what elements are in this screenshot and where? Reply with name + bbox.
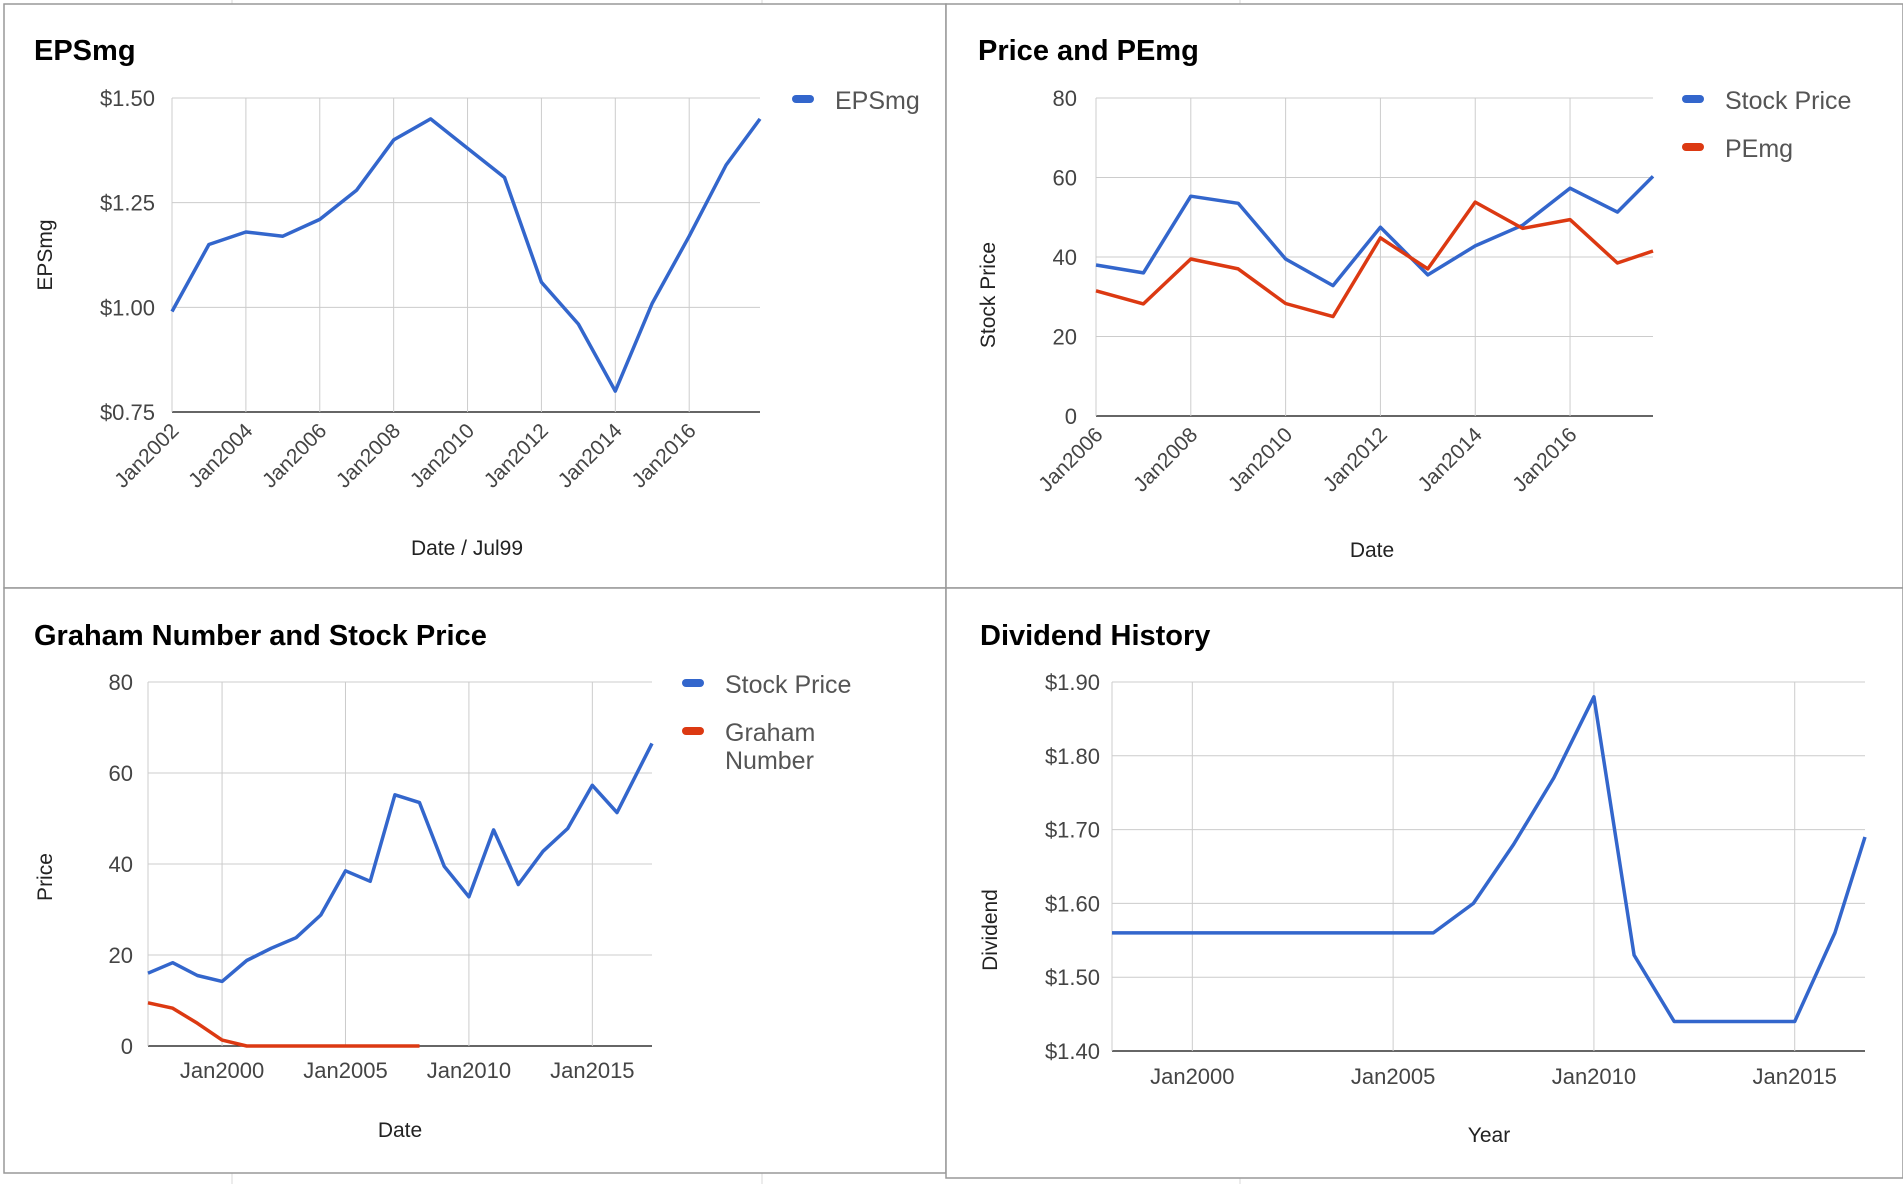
legend-label: Stock Price bbox=[725, 671, 851, 699]
chart-panel-frame bbox=[945, 3, 1903, 589]
y-tick-label: 20 bbox=[109, 943, 133, 968]
y-tick-label: $1.25 bbox=[100, 191, 155, 216]
legend-item[interactable]: Stock Price bbox=[682, 671, 851, 699]
series-line-graham-number bbox=[147, 1001, 420, 1048]
y-tick-label: $1.90 bbox=[1045, 670, 1100, 695]
y-tick-label: $1.70 bbox=[1045, 818, 1100, 843]
x-tick-label: Jan2000 bbox=[1150, 1064, 1234, 1089]
y-tick-label: 0 bbox=[1065, 404, 1077, 429]
x-axis-title: Year bbox=[1468, 1124, 1510, 1147]
x-tick-label: Jan2015 bbox=[550, 1058, 634, 1083]
y-tick-label: 60 bbox=[1053, 166, 1077, 191]
y-tick-label: $1.50 bbox=[1045, 965, 1100, 990]
x-tick-label: Jan2010 bbox=[427, 1058, 511, 1083]
y-tick-label: 40 bbox=[1053, 245, 1077, 270]
x-axis-title: Date / Jul99 bbox=[411, 537, 523, 560]
chart-title: Dividend History bbox=[980, 620, 1210, 652]
legend-label: Graham bbox=[725, 719, 815, 747]
chart-panel-dividend: Dividend History $1.40 $1.50 $1.60 $1.70 $1.8… bbox=[945, 587, 1903, 1179]
chart-title: Graham Number and Stock Price bbox=[34, 620, 487, 652]
y-tick-label: $1.60 bbox=[1045, 891, 1100, 916]
y-axis-title: EPSmg bbox=[34, 219, 57, 290]
x-tick-label: Jan2005 bbox=[303, 1058, 387, 1083]
y-axis-title: Price bbox=[34, 853, 57, 901]
x-axis-title: Date bbox=[378, 1119, 422, 1142]
chart-panel-graham: Graham Number and Stock Price 0 20 40 60 80 Ja… bbox=[3, 587, 947, 1174]
y-tick-label: 60 bbox=[109, 761, 133, 786]
y-axis-title: Stock Price bbox=[977, 242, 1000, 348]
legend-swatch bbox=[1682, 95, 1704, 103]
y-tick-label: $1.50 bbox=[100, 86, 155, 111]
legend-label: Stock Price bbox=[1725, 87, 1851, 115]
chart-title: EPSmg bbox=[34, 35, 136, 67]
legend-item[interactable]: EPSmg bbox=[792, 87, 920, 115]
y-tick-label: $1.40 bbox=[1045, 1039, 1100, 1064]
x-axis-title: Date bbox=[1350, 539, 1394, 562]
legend-swatch bbox=[682, 727, 704, 735]
chart-panel-frame bbox=[3, 3, 947, 589]
x-tick-label: Jan2000 bbox=[180, 1058, 264, 1083]
y-tick-label: $1.80 bbox=[1045, 744, 1100, 769]
y-axis-title: Dividend bbox=[979, 889, 1002, 971]
x-tick-label: Jan2015 bbox=[1753, 1064, 1837, 1089]
y-tick-label: 80 bbox=[1053, 86, 1077, 111]
y-tick-label: 80 bbox=[109, 670, 133, 695]
legend-item[interactable]: PEmg bbox=[1682, 135, 1793, 163]
chart-title: Price and PEmg bbox=[978, 35, 1199, 67]
y-tick-label: 20 bbox=[1053, 325, 1077, 350]
legend-item[interactable]: Stock Price bbox=[1682, 87, 1851, 115]
y-tick-label: $0.75 bbox=[100, 400, 155, 425]
legend-label: PEmg bbox=[1725, 135, 1793, 163]
x-tick-label: Jan2005 bbox=[1351, 1064, 1435, 1089]
x-tick-label: Jan2010 bbox=[1552, 1064, 1636, 1089]
y-tick-label: $1.00 bbox=[100, 295, 155, 320]
chart-panel-frame bbox=[945, 587, 1903, 1179]
legend-swatch bbox=[682, 679, 704, 687]
legend-swatch bbox=[792, 95, 814, 103]
y-tick-label: 0 bbox=[121, 1034, 133, 1059]
legend-swatch bbox=[1682, 143, 1704, 151]
legend-label: EPSmg bbox=[835, 87, 920, 115]
legend-label: Number bbox=[725, 747, 814, 775]
y-tick-label: 40 bbox=[109, 852, 133, 877]
